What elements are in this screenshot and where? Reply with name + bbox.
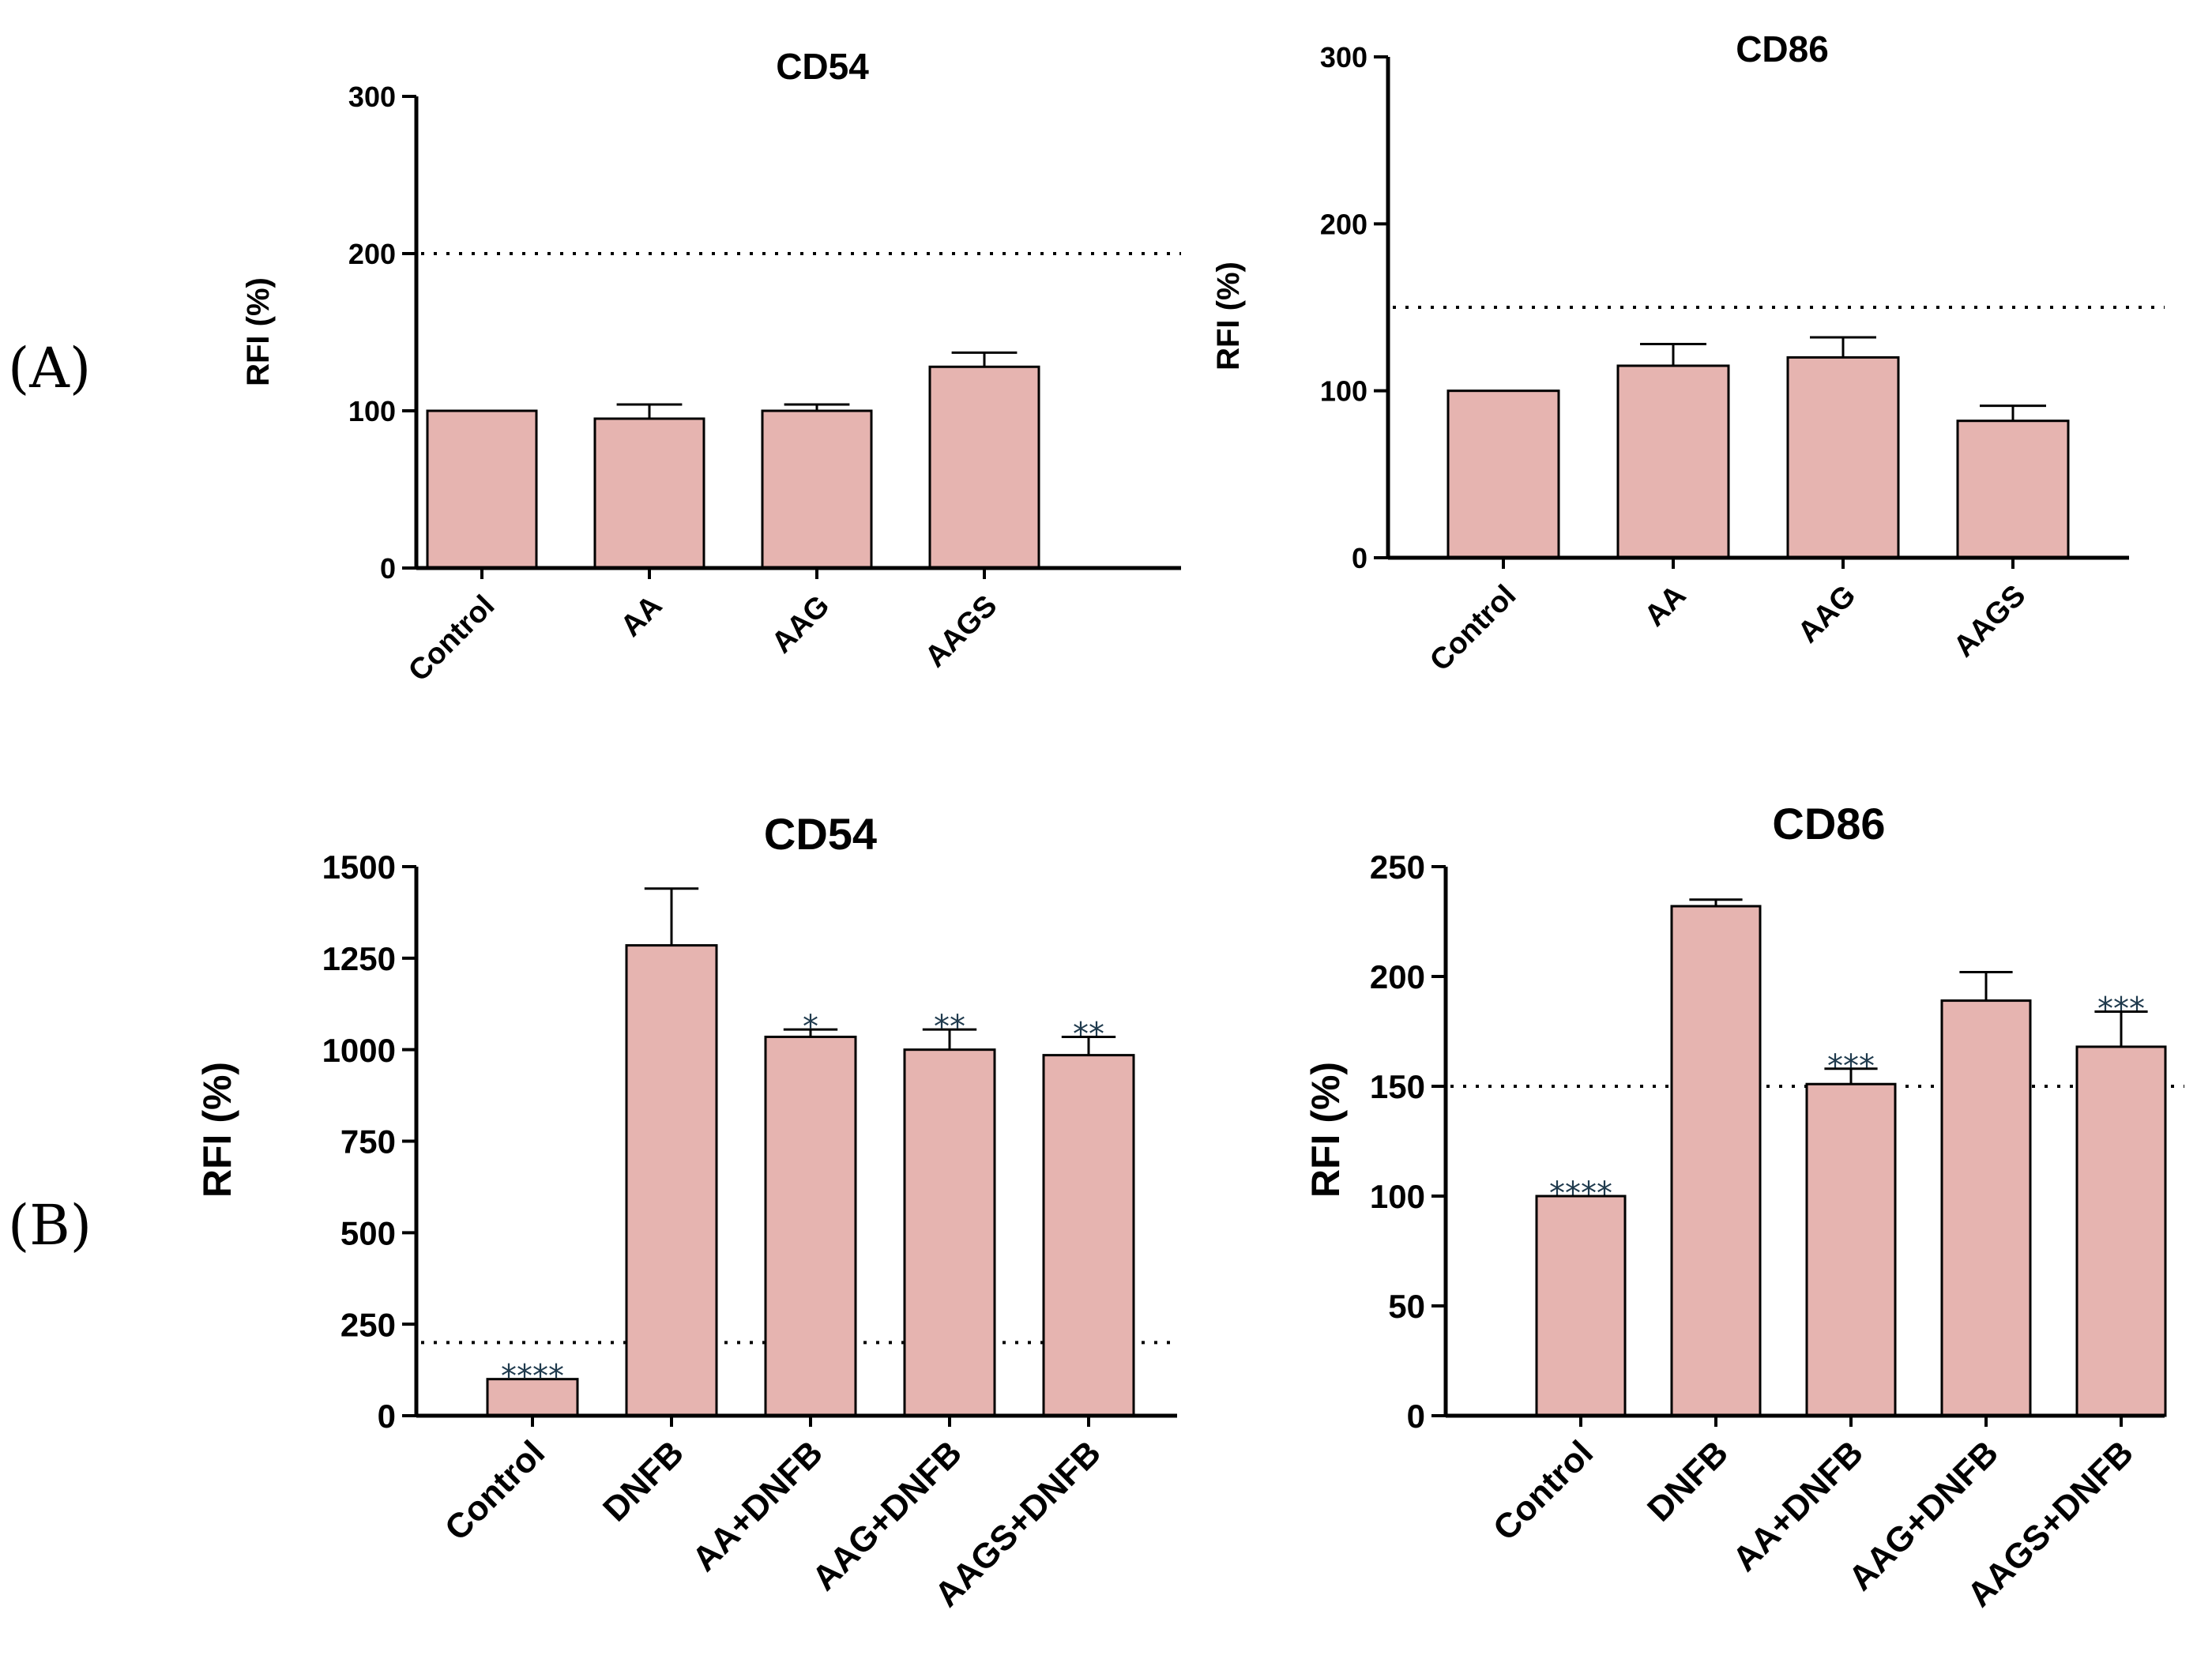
x-tick-label: Control — [402, 589, 501, 688]
bar-DNFB — [1670, 905, 1762, 1417]
x-tick-label: AA — [1638, 579, 1693, 634]
bar-Control — [426, 409, 538, 570]
x-tick-label: DNFB — [1640, 1433, 1736, 1529]
bar-DNFB — [625, 944, 718, 1417]
y-tick-label: 0 — [380, 552, 396, 585]
significance-mark-Control: **** — [1549, 1176, 1612, 1212]
bar-AAGS — [1956, 420, 2070, 559]
panel-label-b: (B) — [8, 1193, 92, 1258]
y-tick-label: 50 — [1388, 1288, 1425, 1325]
y-tick-label: 0 — [1352, 542, 1367, 574]
y-tick-label: 100 — [1320, 375, 1367, 408]
y-axis-label: RFI (%) — [1211, 261, 1246, 371]
y-tick-label: 1500 — [322, 848, 396, 886]
x-tick-label: AAGS — [919, 589, 1003, 674]
bar-AA — [1616, 364, 1730, 559]
chart-title: CD54 — [776, 46, 869, 87]
bar-AAGS+DNFB — [2075, 1045, 2167, 1417]
y-tick-label: 300 — [348, 81, 396, 113]
significance-mark-AAGS+DNFB: *** — [2097, 991, 2145, 1027]
x-tick-label: Control — [438, 1433, 552, 1548]
x-tick-label: AAG — [766, 589, 836, 660]
significance-mark-AA+DNFB: *** — [1827, 1048, 1875, 1085]
chart-title: CD86 — [1736, 28, 1829, 70]
y-tick-label: 500 — [340, 1214, 396, 1251]
x-tick-label: AAG — [1792, 579, 1862, 649]
bar-Control — [1535, 1195, 1627, 1417]
bar-AAG+DNFB — [903, 1048, 996, 1417]
x-tick-label: DNFB — [596, 1433, 691, 1529]
y-axis-label: RFI (%) — [241, 277, 276, 386]
bar-AA — [593, 417, 705, 570]
y-tick-label: 250 — [1370, 848, 1425, 886]
y-tick-label: 200 — [348, 238, 396, 270]
chart-title: CD86 — [1772, 799, 1885, 848]
x-tick-label: Control — [1424, 579, 1522, 678]
y-tick-label: 1000 — [322, 1032, 396, 1069]
panel-label-a: (A) — [8, 336, 91, 401]
y-tick-label: 100 — [348, 395, 396, 427]
y-tick-label: 750 — [340, 1123, 396, 1161]
y-tick-label: 150 — [1370, 1068, 1425, 1105]
y-tick-label: 1250 — [322, 940, 396, 977]
bar-AAG — [761, 409, 873, 570]
y-tick-label: 300 — [1320, 41, 1367, 73]
x-tick-label: AA+DNFB — [685, 1433, 830, 1578]
significance-mark-AA+DNFB: * — [803, 1009, 818, 1045]
bar-Control — [486, 1378, 579, 1417]
bar-AAG+DNFB — [1940, 999, 2032, 1417]
significance-mark-AAG+DNFB: ** — [934, 1009, 965, 1045]
x-tick-label: Control — [1486, 1433, 1601, 1548]
chart-1: CD54 RFI (%) Control AA AAG AAGS 0 100 200 300 — [241, 46, 1181, 688]
y-tick-label: 200 — [1320, 208, 1367, 240]
y-axis-label: RFI (%) — [195, 1062, 239, 1198]
significance-mark-Control: **** — [501, 1359, 564, 1395]
y-axis-label: RFI (%) — [1304, 1062, 1348, 1198]
y-tick-label: 0 — [378, 1398, 396, 1435]
x-tick-label: AA+DNFB — [1725, 1433, 1871, 1578]
bar-AAGS — [928, 365, 1040, 570]
bar-AA+DNFB — [764, 1035, 857, 1417]
bar-AAGS+DNFB — [1042, 1054, 1135, 1417]
y-tick-label: 0 — [1407, 1398, 1425, 1435]
bar-Control — [1446, 389, 1560, 559]
chart-2: CD86 RFI (%) Control AA AAG AAGS 0 100 200 300 — [1211, 28, 2165, 678]
chart-title: CD54 — [764, 809, 877, 859]
bar-AA+DNFB — [1805, 1082, 1897, 1417]
x-tick-label: AA — [615, 589, 669, 644]
y-tick-label: 100 — [1370, 1178, 1425, 1215]
y-tick-label: 200 — [1370, 958, 1425, 995]
significance-mark-AAGS+DNFB: ** — [1073, 1016, 1104, 1052]
x-tick-label: AAGS — [1947, 579, 2032, 664]
bar-AAG — [1786, 356, 1900, 559]
y-tick-label: 250 — [340, 1306, 396, 1343]
